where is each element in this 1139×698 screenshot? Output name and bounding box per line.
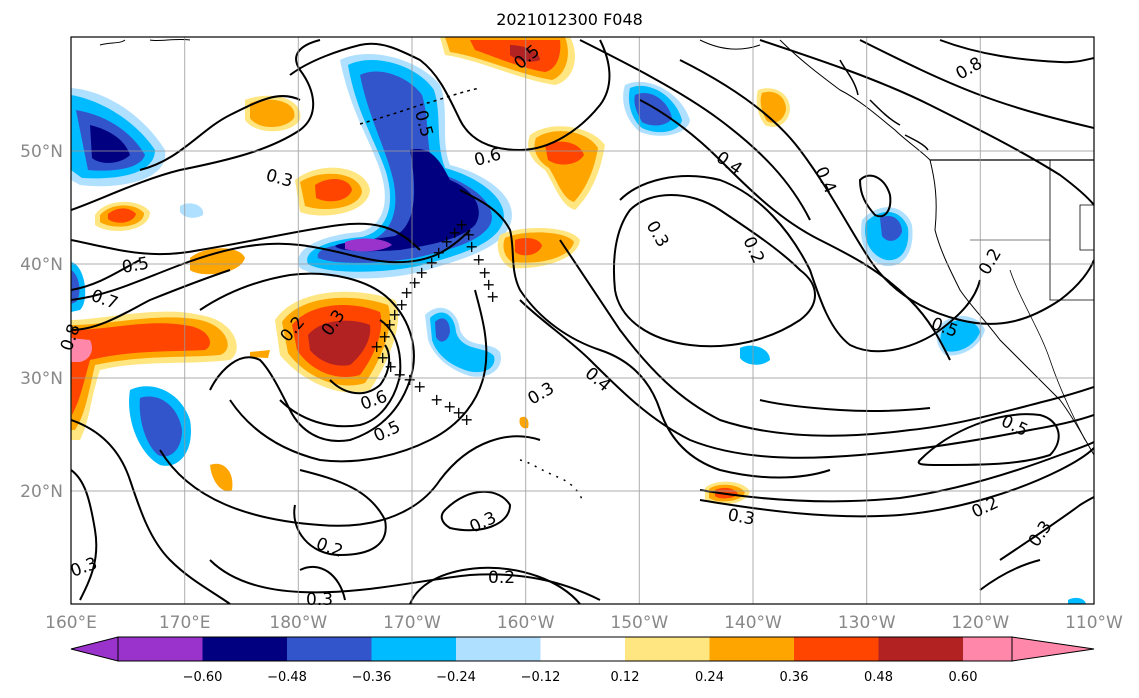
contour-label: 0.2 (488, 568, 515, 588)
lon-tick-label: 160°E (45, 613, 97, 633)
svg-text:+: + (482, 275, 495, 294)
contour-label: 0.3 (726, 505, 756, 529)
lat-tick-label: 40°N (20, 255, 63, 275)
lat-tick-label: 50°N (20, 142, 63, 162)
colorbar: −0.60 −0.48 −0.36 −0.24 −0.12 0.12 0.24 … (70, 636, 1095, 685)
colorbar-tick-label: 0.48 (864, 670, 893, 685)
track-markers: +++ +++ +++ +++ +++ +++ + ++ + +++ +++ (370, 215, 499, 429)
colorbar-tick-label: 0.36 (780, 670, 809, 685)
svg-text:+: + (460, 410, 473, 429)
lon-tick-label: 170°W (383, 613, 441, 633)
svg-text:+: + (432, 243, 445, 262)
shaded-fields (71, 37, 1086, 604)
latitude-tick-labels: 50°N 40°N 30°N 20°N (20, 142, 63, 502)
svg-text:+: + (443, 397, 456, 416)
svg-text:+: + (408, 273, 421, 292)
lon-tick-label: 180°W (269, 613, 327, 633)
svg-text:+: + (403, 370, 416, 389)
svg-text:+: + (440, 232, 453, 251)
longitude-tick-labels: 160°E 170°E 180°W 170°W 160°W 150°W 140°… (45, 613, 1123, 633)
colorbar-tick-label: −0.48 (267, 670, 307, 685)
svg-text:+: + (430, 390, 443, 409)
colorbar-tick-label: 0.12 (611, 670, 640, 685)
svg-text:+: + (400, 283, 413, 302)
lat-tick-label: 20°N (20, 482, 63, 502)
lon-tick-label: 170°E (159, 613, 211, 633)
svg-text:+: + (413, 377, 426, 396)
plot-frame (70, 36, 1095, 605)
svg-text:+: + (395, 295, 408, 314)
svg-text:+: + (393, 365, 406, 384)
svg-text:+: + (478, 263, 491, 282)
svg-text:+: + (462, 225, 475, 244)
colorbar-tick-label: 0.24 (695, 670, 724, 685)
lon-tick-label: 120°W (951, 613, 1009, 633)
svg-text:+: + (383, 315, 396, 334)
lat-tick-label: 30°N (20, 369, 63, 389)
svg-text:+: + (455, 215, 468, 234)
colorbar-tick-label: −0.60 (183, 670, 223, 685)
svg-text:+: + (376, 348, 389, 367)
svg-text:+: + (384, 357, 397, 376)
colorbar-tick-label: −0.36 (352, 670, 392, 685)
svg-text:+: + (378, 327, 391, 346)
contour-lines (71, 39, 1094, 604)
contour-label: 0.5 (120, 254, 150, 278)
svg-text:+: + (370, 337, 383, 356)
lon-tick-label: 130°W (838, 613, 896, 633)
contour-label: 0.3 (306, 590, 333, 610)
svg-text:+: + (465, 237, 478, 256)
lon-tick-label: 140°W (724, 613, 782, 633)
svg-text:+: + (486, 287, 499, 306)
colorbar-tick-label: −0.12 (521, 670, 561, 685)
svg-text:+: + (448, 223, 461, 242)
svg-text:+: + (415, 263, 428, 282)
gridlines (71, 37, 1094, 604)
svg-text:+: + (425, 253, 438, 272)
svg-text:+: + (452, 403, 465, 422)
lon-tick-label: 150°W (610, 613, 668, 633)
plot-area: +++ +++ +++ +++ +++ +++ + ++ + +++ +++ (71, 37, 1094, 604)
colorbar-tick-label: −0.24 (436, 670, 476, 685)
lon-tick-label: 160°W (497, 613, 555, 633)
coastlines (99, 38, 1094, 501)
map-title: 2021012300 F048 (496, 10, 643, 29)
svg-text:+: + (388, 305, 401, 324)
colorbar-tick-label: 0.60 (949, 670, 978, 685)
lon-tick-label: 110°W (1065, 613, 1123, 633)
